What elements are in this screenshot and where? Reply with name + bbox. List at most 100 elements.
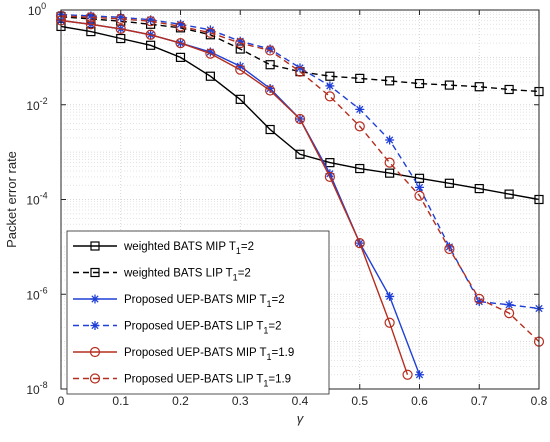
- x-tick-label: 0: [58, 394, 65, 408]
- series-1-point: [385, 168, 395, 178]
- series-2-point: [355, 73, 365, 83]
- series-6-point: [85, 12, 96, 23]
- legend-label-4: Proposed UEP-BATS LIP T1=2: [124, 321, 281, 336]
- legend: weighted BATS MIP T1=2 weighted BATS LIP …: [66, 230, 330, 395]
- series-1-point: [235, 94, 245, 104]
- series-4-point: [146, 15, 156, 25]
- series-6-point: [414, 190, 425, 201]
- series-5-point: [205, 48, 216, 59]
- series-6-point: [265, 45, 276, 56]
- series-5-point: [384, 317, 395, 328]
- series-5-point: [294, 113, 306, 125]
- series-5-point: [324, 171, 335, 182]
- legend-marker-5: [89, 346, 101, 358]
- series-5-point: [235, 64, 246, 75]
- series-4-point: [265, 44, 275, 54]
- legend-label-3: Proposed UEP-BATS MIP T1=2: [124, 294, 285, 309]
- legend-marker-4: [90, 321, 100, 330]
- series-4-point: [116, 12, 126, 22]
- series-6-point: [504, 308, 515, 319]
- legend-label-5: Proposed UEP-BATS MIP T1=1.9: [124, 347, 294, 362]
- series-6-point: [145, 16, 156, 27]
- series-4-point: [504, 300, 514, 310]
- series-1-point: [474, 183, 484, 194]
- series-4-point: [474, 297, 484, 307]
- series-4-point: [86, 11, 96, 21]
- x-tick-label: 0.8: [531, 394, 548, 408]
- series-4-point: [235, 36, 245, 46]
- series-1-point: [205, 71, 215, 81]
- series-1-point: [146, 40, 156, 50]
- series-4-point: [355, 104, 365, 114]
- series-1-point: [414, 173, 425, 183]
- series-4-point: [176, 19, 185, 29]
- series-5-point: [115, 23, 126, 34]
- series-3-point: [415, 370, 424, 380]
- series-3-point: [385, 291, 395, 301]
- series-3-point: [265, 84, 275, 94]
- series-4-point: [385, 135, 395, 145]
- series-1-point: [295, 149, 305, 159]
- series-3-point: [235, 61, 245, 71]
- legend-marker-2: [90, 267, 100, 278]
- legend-label-2: weighted BATS LIP T1=2: [123, 268, 251, 283]
- series-6-point: [474, 293, 485, 304]
- series-3-point: [325, 169, 335, 179]
- series-4-point: [295, 63, 305, 73]
- x-tick-label: 0.6: [411, 394, 428, 408]
- series-1-point: [116, 33, 126, 44]
- series-2-point: [504, 84, 514, 95]
- series-6-point: [235, 38, 246, 49]
- x-tick-label: 0.7: [471, 394, 488, 408]
- series-4-point: [325, 81, 335, 91]
- series-6-point: [384, 157, 395, 168]
- series-4-point: [444, 242, 454, 252]
- series-6-point: [444, 243, 455, 255]
- legend-label-6: Proposed UEP-BATS LIP T1=1.9: [124, 374, 291, 389]
- series-layer: [55, 10, 545, 380]
- series-1-point: [444, 178, 454, 188]
- series-2-point: [325, 71, 335, 81]
- series-1-point: [325, 158, 335, 168]
- legend-marker-1: [90, 241, 100, 251]
- series-5-point: [145, 29, 156, 40]
- series-2-point: [474, 82, 484, 92]
- series-1: [56, 21, 544, 205]
- series-4-point: [205, 25, 215, 35]
- series-2-point: [414, 78, 425, 89]
- series-6-point: [324, 91, 335, 102]
- series-6-point: [205, 27, 216, 38]
- series-5-point: [175, 38, 186, 49]
- series-5-point: [85, 19, 96, 30]
- legend-marker-3: [90, 294, 100, 304]
- series-1-line: [60, 25, 540, 201]
- series-1-point: [504, 189, 514, 199]
- x-tick-label: 0.2: [172, 394, 189, 408]
- series-2-point: [265, 60, 275, 70]
- series-5-point: [265, 85, 276, 96]
- series-2-point: [444, 80, 454, 90]
- axis-ticks: 0 0.1 0.2 0.3 0.4 0.5 0.6 0.7 0.810-810-610-410-…: [26, 1, 547, 408]
- series-2-point: [385, 76, 395, 86]
- legend-marker-6: [89, 373, 101, 384]
- series-5-line: [60, 19, 409, 375]
- x-tick-label: 0.3: [232, 394, 249, 408]
- series-3-point: [205, 47, 215, 57]
- series-1-point: [265, 124, 275, 135]
- y-axis-label: Packet error rate: [4, 151, 19, 248]
- x-tick-label: 0.4: [292, 394, 309, 408]
- x-axis-label: γ: [297, 411, 305, 426]
- x-tick-label: 0.5: [351, 394, 368, 408]
- legend-box: [66, 230, 330, 395]
- series-4: [56, 10, 544, 314]
- series-6-line: [60, 15, 540, 343]
- series-6-point: [294, 66, 306, 77]
- legend-label-1: weighted BATS MIP T1=2: [123, 241, 254, 256]
- series-4-point: [415, 182, 424, 192]
- series-5-point: [402, 369, 413, 380]
- x-tick-label: 0.1: [112, 394, 129, 408]
- series-5-point: [354, 238, 365, 249]
- series-6-point: [175, 21, 186, 32]
- series-1-point: [355, 163, 365, 174]
